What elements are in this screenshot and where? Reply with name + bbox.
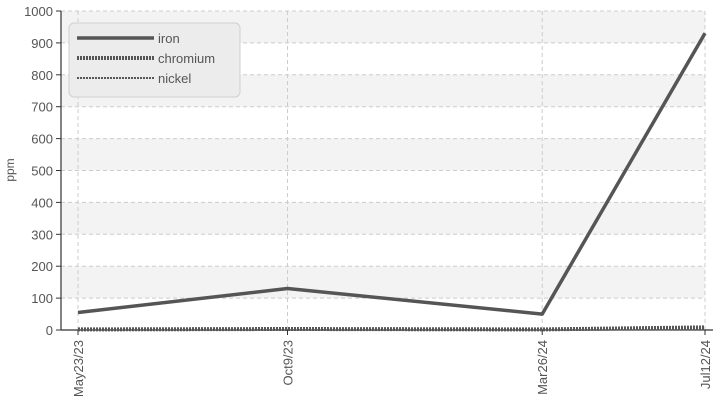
y-tick-label: 400 (31, 195, 53, 210)
y-tick-label: 500 (31, 164, 53, 179)
y-tick-label: 700 (31, 100, 53, 115)
y-tick-labels: 0 100 200 300 400 500 600 700 800 900 1000 (24, 4, 53, 338)
grid-band (61, 202, 705, 235)
y-tick-label: 100 (31, 291, 53, 306)
x-tick-label: May23/23 (71, 340, 86, 397)
grid-band (61, 138, 705, 171)
x-tick-label: Oct9/23 (281, 340, 296, 386)
x-tick-label: Mar26/24 (535, 340, 550, 395)
y-tick-label: 1000 (24, 4, 53, 19)
legend-label-iron: iron (158, 31, 180, 46)
legend[interactable]: iron chromium nickel (68, 22, 241, 98)
x-tick-label: Jul12/24 (698, 340, 713, 389)
y-tick-label: 900 (31, 36, 53, 51)
series-line-iron (77, 32, 707, 316)
y-tick-label: 200 (31, 259, 53, 274)
y-tick-label: 0 (46, 323, 53, 338)
legend-label-chromium: chromium (158, 51, 215, 66)
y-axis-title: ppm (3, 158, 17, 181)
y-tick-label: 800 (31, 68, 53, 83)
grid-band (61, 266, 705, 299)
x-tick-labels: May23/23 Oct9/23 Mar26/24 Jul12/24 (71, 340, 713, 397)
y-tick-label: 600 (31, 132, 53, 147)
y-tick-label: 300 (31, 227, 53, 242)
legend-label-nickel: nickel (158, 71, 191, 86)
series-lines (77, 32, 707, 332)
